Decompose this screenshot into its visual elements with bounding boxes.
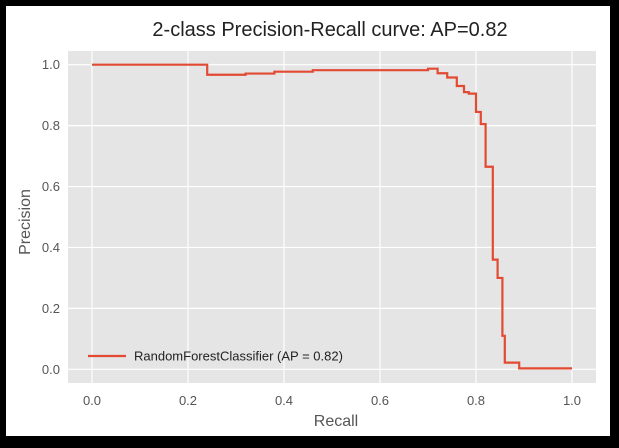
series-line-0 <box>92 63 572 370</box>
y-tick-label: 0.6 <box>42 179 60 194</box>
x-tick-labels: 0.0 0.2 0.4 0.6 0.8 1.0 <box>83 393 581 408</box>
x-tick-label: 0.6 <box>371 393 389 408</box>
y-axis-label: Precision <box>17 189 34 255</box>
y-tick-label: 1.0 <box>42 57 60 72</box>
figure-frame: 2-class Precision-Recall curve: AP=0.82 … <box>6 6 610 436</box>
y-tick-label: 0.8 <box>42 118 60 133</box>
precision-recall-chart: 2-class Precision-Recall curve: AP=0.82 … <box>17 19 596 430</box>
plot-area <box>68 51 596 383</box>
series-layer <box>92 63 572 370</box>
x-tick-label: 0.0 <box>83 393 101 408</box>
y-tick-label: 0.2 <box>42 301 60 316</box>
x-tick-label: 0.8 <box>467 393 485 408</box>
y-tick-labels: 0.0 0.2 0.4 0.6 0.8 1.0 <box>42 57 60 377</box>
chart-title: 2-class Precision-Recall curve: AP=0.82 <box>152 19 507 41</box>
legend-label: RandomForestClassifier (AP = 0.82) <box>134 349 343 364</box>
x-tick-label: 1.0 <box>563 393 581 408</box>
x-tick-label: 0.4 <box>275 393 293 408</box>
x-tick-label: 0.2 <box>179 393 197 408</box>
y-tick-label: 0.4 <box>42 240 60 255</box>
legend: RandomForestClassifier (AP = 0.82) <box>88 349 343 364</box>
x-axis-label: Recall <box>314 413 358 430</box>
y-tick-label: 0.0 <box>42 362 60 377</box>
